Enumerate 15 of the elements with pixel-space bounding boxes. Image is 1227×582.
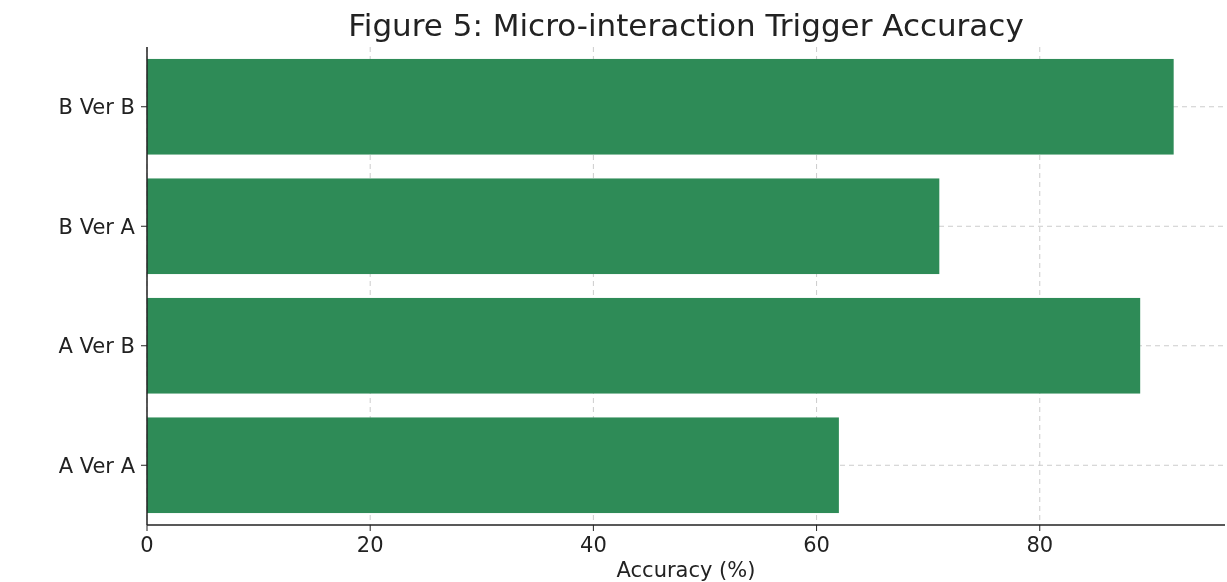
chart-title: Figure 5: Micro-interaction Trigger Accuracy [348,7,1024,43]
x-tick-label: 80 [1026,533,1054,557]
x-tick-label: 60 [803,533,830,557]
y-tick-label: A Ver A [58,453,136,478]
bar [147,178,940,275]
x-tick-label: 0 [140,533,154,557]
x-tick-label: 40 [580,533,607,557]
x-axis-title: Accuracy (%) [616,558,756,582]
bar [147,297,1141,394]
bar [147,58,1174,155]
y-tick-label: A Ver B [58,334,135,359]
x-tick-label: 20 [356,533,384,557]
y-tick-label: B Ver B [58,95,135,120]
bar [147,417,839,514]
y-tick-label: B Ver A [58,214,136,239]
